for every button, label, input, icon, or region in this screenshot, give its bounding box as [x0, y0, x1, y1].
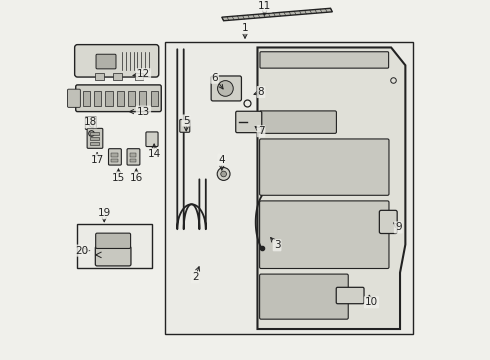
FancyBboxPatch shape — [127, 149, 140, 165]
Text: 14: 14 — [147, 144, 161, 159]
Text: 12: 12 — [133, 69, 150, 79]
Text: 7: 7 — [255, 126, 264, 136]
Polygon shape — [257, 48, 405, 329]
Bar — [111, 159, 118, 162]
Text: 13: 13 — [129, 107, 150, 117]
FancyBboxPatch shape — [180, 120, 190, 132]
Circle shape — [221, 171, 226, 177]
Text: 20: 20 — [75, 246, 90, 256]
Bar — [105, 91, 113, 106]
Text: 10: 10 — [365, 295, 378, 307]
Text: 2: 2 — [192, 267, 199, 282]
FancyBboxPatch shape — [260, 274, 348, 319]
FancyBboxPatch shape — [96, 54, 116, 69]
Bar — [77, 224, 152, 269]
FancyBboxPatch shape — [211, 76, 242, 101]
Bar — [139, 91, 147, 106]
Text: 11: 11 — [258, 1, 271, 15]
FancyBboxPatch shape — [87, 129, 103, 148]
Bar — [111, 153, 118, 157]
FancyBboxPatch shape — [236, 111, 262, 132]
FancyBboxPatch shape — [146, 132, 158, 147]
Bar — [130, 153, 136, 157]
Bar — [90, 136, 99, 140]
Bar — [94, 91, 101, 106]
Bar — [117, 91, 124, 106]
Circle shape — [218, 81, 233, 96]
Text: 18: 18 — [83, 117, 97, 129]
Bar — [90, 142, 99, 145]
Text: 9: 9 — [393, 222, 402, 233]
Bar — [83, 91, 90, 106]
Text: 15: 15 — [112, 169, 125, 183]
FancyBboxPatch shape — [260, 111, 337, 133]
FancyBboxPatch shape — [260, 52, 389, 68]
Text: 1: 1 — [242, 23, 248, 38]
FancyBboxPatch shape — [108, 149, 122, 165]
Circle shape — [217, 167, 230, 180]
Text: 16: 16 — [130, 169, 143, 183]
Polygon shape — [222, 8, 332, 21]
Text: 6: 6 — [211, 73, 223, 89]
FancyBboxPatch shape — [260, 201, 389, 269]
Bar — [113, 73, 122, 80]
FancyBboxPatch shape — [74, 45, 159, 77]
Text: 5: 5 — [183, 116, 190, 131]
FancyBboxPatch shape — [76, 85, 161, 112]
FancyBboxPatch shape — [260, 139, 389, 195]
Text: 3: 3 — [270, 238, 280, 250]
FancyBboxPatch shape — [336, 287, 364, 304]
FancyBboxPatch shape — [379, 210, 397, 234]
Bar — [90, 132, 99, 135]
Text: 17: 17 — [91, 153, 104, 165]
Bar — [135, 73, 144, 80]
Bar — [150, 91, 158, 106]
FancyBboxPatch shape — [85, 117, 97, 130]
FancyBboxPatch shape — [96, 246, 131, 266]
Bar — [130, 159, 136, 162]
FancyBboxPatch shape — [96, 233, 131, 248]
Text: 19: 19 — [98, 208, 111, 222]
FancyBboxPatch shape — [68, 89, 80, 107]
Bar — [165, 42, 413, 334]
Bar — [96, 73, 104, 80]
Text: 4: 4 — [219, 155, 225, 170]
Text: 8: 8 — [254, 87, 264, 97]
Bar — [128, 91, 135, 106]
